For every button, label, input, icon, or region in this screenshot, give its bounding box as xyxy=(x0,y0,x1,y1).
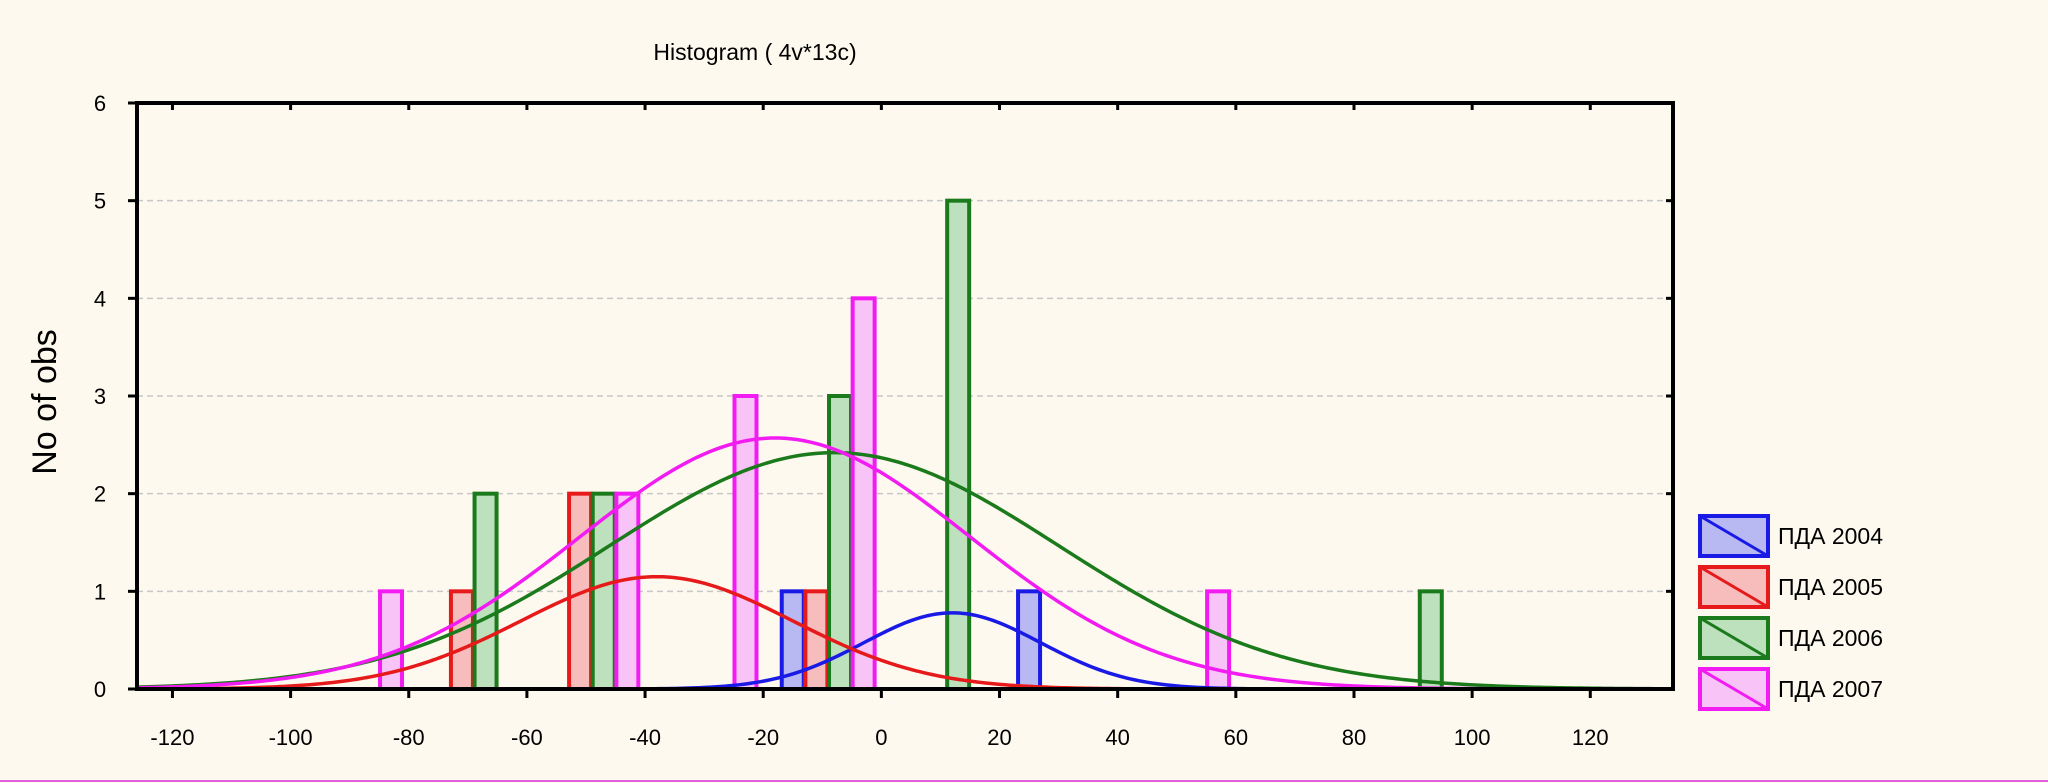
bar-series3-1 xyxy=(472,491,499,691)
y-tick-label-1: 1 xyxy=(94,579,106,604)
bar-series4-4 xyxy=(850,296,877,691)
y-axis-label: No of obs xyxy=(26,329,64,475)
x-tick-label-100: 100 xyxy=(1454,725,1491,750)
bar-series4-5 xyxy=(1205,589,1232,691)
x-tick-label-120: 120 xyxy=(1572,725,1609,750)
legend-label-2: ПДА 2005 xyxy=(1778,574,1883,600)
y-tick-label-6: 6 xyxy=(94,91,106,116)
x-tick-label-20: 20 xyxy=(987,725,1011,750)
x-tick-label-0: 0 xyxy=(875,725,887,750)
y-tick-label-3: 3 xyxy=(94,384,106,409)
x-tick-label--100: -100 xyxy=(269,725,313,750)
y-tick-label-5: 5 xyxy=(94,189,106,214)
x-tick-label--80: -80 xyxy=(393,725,425,750)
bar-series2-3 xyxy=(803,589,830,691)
legend-label-4: ПДА 2007 xyxy=(1778,676,1883,702)
legend: ПДА 2004 ПДА 2005 ПДА 2006 ПДА 2007 xyxy=(1698,514,1883,711)
legend-swatch-hatch-4 xyxy=(1699,667,1769,711)
y-tick-label-2: 2 xyxy=(94,482,106,507)
histogram-bars xyxy=(378,198,1444,692)
legend-label-1: ПДА 2004 xyxy=(1778,523,1883,549)
fit-curve-series3 xyxy=(136,450,1674,691)
x-tick-label--20: -20 xyxy=(747,725,779,750)
legend-swatch-hatch-2 xyxy=(1699,565,1769,609)
y-tick-label-4: 4 xyxy=(94,286,106,311)
axes: -120 -100 -80 -60 -40 -20 0 20 40 60 80 100 120 0 1 2 3 4… xyxy=(94,91,1673,750)
bar-series3-4 xyxy=(945,198,972,692)
bar-series4-2 xyxy=(614,491,641,691)
bar-series2-1 xyxy=(448,589,475,691)
x-tick-label--60: -60 xyxy=(511,725,543,750)
x-tick-label-40: 40 xyxy=(1105,725,1129,750)
x-tick-label--40: -40 xyxy=(629,725,661,750)
x-tick-label-80: 80 xyxy=(1342,725,1366,750)
y-tick-label-0: 0 xyxy=(94,677,106,702)
legend-label-3: ПДА 2006 xyxy=(1778,625,1883,651)
legend-swatch-hatch-1 xyxy=(1699,514,1769,558)
x-tick-label--120: -120 xyxy=(150,725,194,750)
bar-series3-5 xyxy=(1417,589,1444,691)
legend-swatch-hatch-3 xyxy=(1699,616,1769,660)
chart-title: Histogram ( 4v*13c) xyxy=(653,39,856,65)
x-tick-label-60: 60 xyxy=(1224,725,1248,750)
